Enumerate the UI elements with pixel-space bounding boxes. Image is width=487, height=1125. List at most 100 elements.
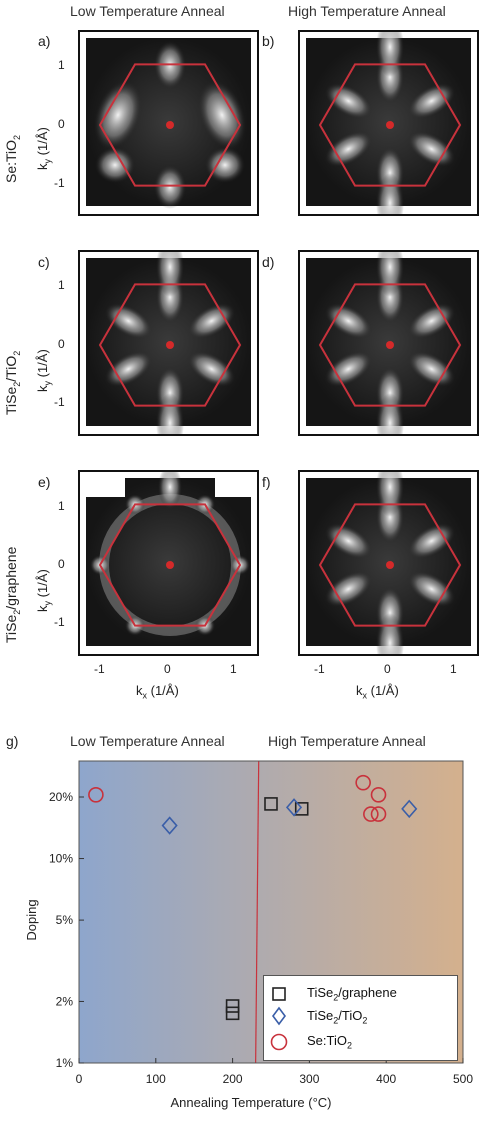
brillouin-zone-hexagon [98, 283, 242, 407]
intensity-feature [324, 351, 373, 387]
gamma-point-dot [386, 121, 394, 129]
intensity-feature [324, 523, 373, 559]
x-tick-label: 400 [376, 1072, 396, 1086]
intensity-feature [156, 393, 184, 434]
intensity-feature [407, 571, 456, 607]
intensity-feature [93, 80, 143, 150]
intensity-feature [376, 32, 404, 77]
legend-diamond-marker [272, 1006, 286, 1026]
data-point-square [225, 999, 240, 1013]
kx-tick-label: 1 [230, 662, 237, 676]
y-axis-label: Doping [24, 899, 39, 940]
y-tick-label: 20% [49, 790, 73, 804]
panel-c [78, 250, 259, 436]
intensity-feature [187, 303, 236, 339]
panel-e [78, 470, 259, 656]
panel-b [298, 30, 479, 216]
doping-chart: 0 100 200 300 400 500 1% 2% 5% 10% 20% Annealing Te… [24, 760, 473, 1110]
gamma-point-dot [166, 341, 174, 349]
intensity-feature [197, 80, 247, 150]
data-point-circle [88, 787, 104, 803]
kx-tick-label: -1 [314, 662, 325, 676]
ky-tick-label: 0 [58, 337, 65, 351]
data-point-circle [370, 806, 387, 822]
legend-square-marker [272, 987, 286, 1001]
panel-label: f) [262, 474, 271, 490]
x-tick-label: 100 [146, 1072, 166, 1086]
ky-tick-label: 0 [58, 557, 65, 571]
panel-d [298, 250, 479, 436]
data-point-circle [363, 806, 379, 822]
data-point-square [264, 797, 278, 811]
legend-markers [270, 987, 288, 1051]
intensity-feature [376, 393, 404, 434]
intensity-feature [324, 303, 373, 339]
y-tick-label: 5% [56, 913, 74, 927]
panel-label: d) [262, 254, 275, 270]
brillouin-zone-hexagon [318, 63, 462, 187]
g-low-region-title: Low Temperature Anneal [70, 733, 225, 749]
ky-tick-label: -1 [54, 395, 65, 409]
panel-label: b) [262, 33, 275, 49]
gamma-point-dot [166, 121, 174, 129]
kx-tick-label: 1 [450, 662, 457, 676]
intensity-feature [376, 472, 404, 517]
intensity-feature [104, 303, 153, 339]
row-label-tise2-tio2: TiSe2/TiO2 [3, 350, 22, 415]
ky-tick-label: 1 [58, 278, 65, 292]
data-point-circle [355, 774, 371, 791]
y-tick-label: 2% [56, 994, 74, 1008]
panel-a [78, 30, 259, 216]
kx-tick-label: 0 [164, 662, 171, 676]
ky-axis-label: ky (1/Å) [35, 569, 53, 612]
brillouin-zone-hexagon [98, 63, 242, 187]
legend-entry: TiSe2/TiO2 [307, 1008, 368, 1026]
row-label-se-tio2: Se:TiO2 [3, 134, 22, 183]
ky-tick-label: 1 [58, 58, 65, 72]
panel-label: c) [38, 254, 50, 270]
gamma-point-dot [386, 561, 394, 569]
kx-axis-label: kx (1/Å) [356, 683, 399, 701]
x-tick-label: 500 [453, 1072, 473, 1086]
intensity-feature [407, 303, 456, 339]
intensity-feature [407, 351, 456, 387]
intensity-feature [376, 613, 404, 654]
x-axis-label: Annealing Temperature (°C) [170, 1095, 331, 1110]
legend-circle-marker [270, 1033, 288, 1051]
x-tick-label: 200 [223, 1072, 243, 1086]
intensity-feature [156, 252, 184, 297]
intensity-feature [95, 147, 135, 183]
ky-axis-label: ky (1/Å) [35, 127, 53, 170]
x-tick-label: 300 [299, 1072, 319, 1086]
region-divider [255, 760, 260, 1064]
intensity-feature [324, 83, 373, 119]
intensity-feature [324, 571, 373, 607]
legend-entry: TiSe2/graphene [307, 985, 397, 1003]
ky-tick-label: 0 [58, 117, 65, 131]
y-tick-label: 10% [49, 852, 73, 866]
intensity-feature [187, 351, 236, 387]
panel-label-g: g) [6, 733, 19, 749]
intensity-feature [158, 472, 182, 509]
data-point-square [294, 802, 309, 816]
brillouin-zone-hexagon [318, 503, 462, 627]
intensity-feature [407, 131, 456, 167]
panel-f [298, 470, 479, 656]
data-point-diamond [285, 798, 303, 817]
intensity-feature [324, 131, 373, 167]
ky-axis-label: ky (1/Å) [35, 349, 53, 392]
data-point-diamond [161, 816, 178, 835]
data-point-square [225, 1006, 240, 1021]
ky-tick-label: -1 [54, 615, 65, 629]
legend-entry: Se:TiO2 [307, 1033, 352, 1051]
brillouin-zone-hexagon [318, 283, 462, 407]
intensity-feature [205, 147, 245, 183]
intensity-feature [376, 252, 404, 297]
intensity-feature [104, 351, 153, 387]
gamma-point-dot [386, 341, 394, 349]
intensity-feature [407, 523, 456, 559]
ky-tick-label: 1 [58, 499, 65, 513]
data-point-diamond [401, 799, 418, 819]
intensity-feature [407, 83, 456, 119]
blank-corner [80, 472, 125, 497]
